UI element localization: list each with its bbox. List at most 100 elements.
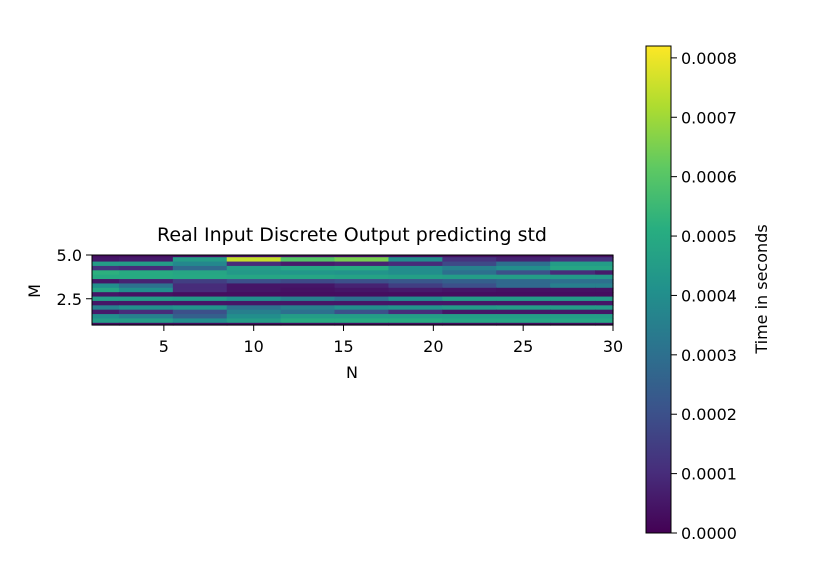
heatmap-cell bbox=[550, 274, 596, 280]
x-axis-ticks: 5 10 15 20 25 30 bbox=[159, 325, 623, 356]
heatmap-cell bbox=[334, 257, 390, 263]
heatmap-cell bbox=[334, 305, 390, 311]
heatmap-cell bbox=[442, 279, 497, 285]
heatmap-cell bbox=[496, 255, 551, 258]
heatmap-cell bbox=[388, 305, 443, 311]
heatmap-cell bbox=[442, 261, 497, 267]
heatmap-cell bbox=[442, 309, 497, 315]
colorbar-tick-label: 0.0002 bbox=[681, 405, 737, 424]
heatmap-cell bbox=[442, 283, 497, 289]
heatmap-cell bbox=[118, 279, 174, 285]
heatmap-cell bbox=[550, 279, 596, 285]
heatmap-cell bbox=[280, 287, 336, 293]
heatmap-cell bbox=[442, 274, 497, 280]
x-tick-label: 15 bbox=[333, 337, 353, 356]
heatmap-cell bbox=[280, 279, 336, 285]
heatmap-cell bbox=[595, 305, 614, 311]
heatmap-cell bbox=[280, 292, 336, 298]
heatmap-cell bbox=[92, 318, 120, 324]
heatmap-cell bbox=[334, 314, 390, 320]
heatmap-cell bbox=[280, 305, 336, 311]
heatmap-cell bbox=[118, 322, 174, 326]
heatmap-cell bbox=[595, 255, 614, 258]
heatmap-cell bbox=[334, 300, 390, 306]
heatmap-cell bbox=[550, 270, 596, 276]
heatmap-cell bbox=[334, 296, 390, 302]
heatmap-cell bbox=[172, 265, 228, 271]
heatmap-cell bbox=[550, 255, 596, 258]
heatmap-cell bbox=[442, 305, 497, 311]
heatmap-cell bbox=[226, 318, 282, 324]
heatmap-cell bbox=[388, 292, 443, 298]
heatmap-cell bbox=[334, 265, 390, 271]
heatmap-cell bbox=[595, 270, 614, 276]
heatmap-cell bbox=[118, 283, 174, 289]
heatmap-cell bbox=[496, 300, 551, 306]
heatmap-cell bbox=[172, 309, 228, 315]
colorbar-tick-label: 0.0000 bbox=[681, 524, 737, 543]
heatmap-cell bbox=[442, 322, 497, 326]
heatmap-cell bbox=[226, 270, 282, 276]
heatmap-cell bbox=[280, 296, 336, 302]
heatmap-cell bbox=[496, 309, 551, 315]
heatmap-cell bbox=[550, 257, 596, 263]
heatmap-cell bbox=[92, 283, 120, 289]
colorbar bbox=[645, 45, 672, 534]
heatmap-cell bbox=[388, 257, 443, 263]
heatmap-cell bbox=[172, 296, 228, 302]
heatmap-cell bbox=[172, 274, 228, 280]
heatmap-cell bbox=[334, 318, 390, 324]
heatmap-cell bbox=[226, 283, 282, 289]
heatmap-cell bbox=[280, 274, 336, 280]
heatmap-cell bbox=[172, 270, 228, 276]
heatmap-cell bbox=[442, 265, 497, 271]
colorbar-tick-label: 0.0005 bbox=[681, 227, 737, 246]
heatmap-cell bbox=[496, 292, 551, 298]
heatmap-cell bbox=[92, 255, 120, 258]
heatmap-cell bbox=[388, 318, 443, 324]
y-axis-label: M bbox=[25, 284, 44, 298]
colorbar-tick-label: 0.0008 bbox=[681, 49, 737, 68]
heatmap-cell bbox=[280, 314, 336, 320]
heatmap-cell bbox=[92, 257, 120, 263]
heatmap-cell bbox=[442, 296, 497, 302]
heatmap-cell bbox=[118, 270, 174, 276]
heatmap-cell bbox=[496, 318, 551, 324]
heatmap-cell bbox=[92, 279, 120, 285]
heatmap-cell bbox=[118, 257, 174, 263]
heatmap-cell bbox=[334, 287, 390, 293]
heatmap-cell bbox=[118, 274, 174, 280]
heatmap-cell bbox=[595, 309, 614, 315]
heatmap-cell bbox=[334, 283, 390, 289]
heatmap-cell bbox=[118, 309, 174, 315]
heatmap-cell bbox=[595, 274, 614, 280]
heatmap-cell bbox=[118, 265, 174, 271]
heatmap-cell bbox=[92, 314, 120, 320]
heatmap-cells bbox=[92, 255, 614, 326]
heatmap-cell bbox=[280, 270, 336, 276]
heatmap-cell bbox=[595, 322, 614, 326]
heatmap-cell bbox=[388, 314, 443, 320]
heatmap-cell bbox=[550, 314, 596, 320]
heatmap-cell bbox=[226, 279, 282, 285]
heatmap-cell bbox=[550, 300, 596, 306]
heatmap-cell bbox=[280, 257, 336, 263]
heatmap-cell bbox=[226, 255, 282, 258]
heatmap-cell bbox=[550, 283, 596, 289]
heatmap-cell bbox=[92, 305, 120, 311]
heatmap-cell bbox=[118, 292, 174, 298]
heatmap-cell bbox=[595, 283, 614, 289]
heatmap-cell bbox=[172, 305, 228, 311]
heatmap-cell bbox=[226, 309, 282, 315]
heatmap-cell bbox=[226, 274, 282, 280]
heatmap-cell bbox=[280, 309, 336, 315]
heatmap-cell bbox=[550, 318, 596, 324]
heatmap-cell bbox=[442, 300, 497, 306]
heatmap-cell bbox=[388, 287, 443, 293]
heatmap-cell bbox=[334, 274, 390, 280]
heatmap-cell bbox=[388, 283, 443, 289]
heatmap-cell bbox=[118, 255, 174, 258]
heatmap-cell bbox=[92, 265, 120, 271]
heatmap-cell bbox=[388, 309, 443, 315]
